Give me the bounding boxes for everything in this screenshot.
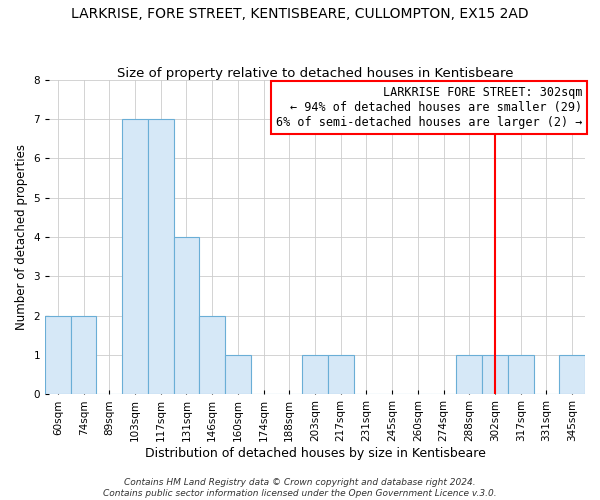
Bar [302,355,328,395]
Bar [482,355,508,395]
Text: LARKRISE FORE STREET: 302sqm
← 94% of detached houses are smaller (29)
6% of sem: LARKRISE FORE STREET: 302sqm ← 94% of de… [276,86,583,129]
Bar [328,355,353,395]
Bar [457,355,482,395]
X-axis label: Distribution of detached houses by size in Kentisbeare: Distribution of detached houses by size … [145,447,485,460]
Bar [173,237,199,394]
Bar [199,316,225,394]
Bar [45,316,71,394]
Text: LARKRISE, FORE STREET, KENTISBEARE, CULLOMPTON, EX15 2AD: LARKRISE, FORE STREET, KENTISBEARE, CULL… [71,8,529,22]
Bar [225,355,251,395]
Bar [559,355,585,395]
Title: Size of property relative to detached houses in Kentisbeare: Size of property relative to detached ho… [117,66,513,80]
Y-axis label: Number of detached properties: Number of detached properties [15,144,28,330]
Text: Contains HM Land Registry data © Crown copyright and database right 2024.
Contai: Contains HM Land Registry data © Crown c… [103,478,497,498]
Bar [122,119,148,394]
Bar [148,119,173,394]
Bar [508,355,533,395]
Bar [71,316,97,394]
